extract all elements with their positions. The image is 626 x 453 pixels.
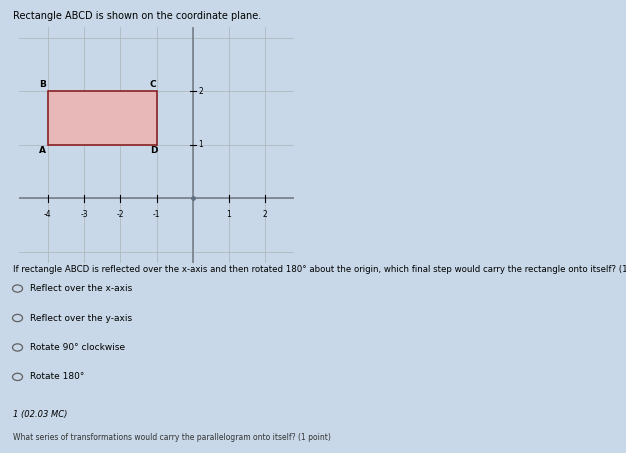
Text: 2: 2 (198, 87, 203, 96)
Text: -4: -4 (44, 210, 51, 219)
Text: Rectangle ABCD is shown on the coordinate plane.: Rectangle ABCD is shown on the coordinat… (13, 11, 261, 21)
Text: A: A (39, 146, 46, 155)
Text: Reflect over the x-axis: Reflect over the x-axis (30, 284, 132, 293)
Text: Reflect over the y-axis: Reflect over the y-axis (30, 313, 132, 323)
Text: 2: 2 (263, 210, 267, 219)
Text: -3: -3 (80, 210, 88, 219)
Text: -2: -2 (116, 210, 124, 219)
Text: -1: -1 (153, 210, 160, 219)
Text: Rotate 90° clockwise: Rotate 90° clockwise (30, 343, 125, 352)
Text: 1 (02.03 MC): 1 (02.03 MC) (13, 410, 67, 419)
Text: 1: 1 (198, 140, 203, 149)
Text: What series of transformations would carry the parallelogram onto itself? (1 poi: What series of transformations would car… (13, 433, 331, 442)
Text: Rotate 180°: Rotate 180° (30, 372, 85, 381)
Text: If rectangle ABCD is reflected over the x-axis and then rotated 180° about the o: If rectangle ABCD is reflected over the … (13, 265, 626, 274)
Bar (48, 92, 156, 145)
Text: B: B (39, 80, 46, 89)
Text: D: D (150, 146, 158, 155)
Text: 1: 1 (227, 210, 232, 219)
Text: C: C (150, 80, 156, 89)
